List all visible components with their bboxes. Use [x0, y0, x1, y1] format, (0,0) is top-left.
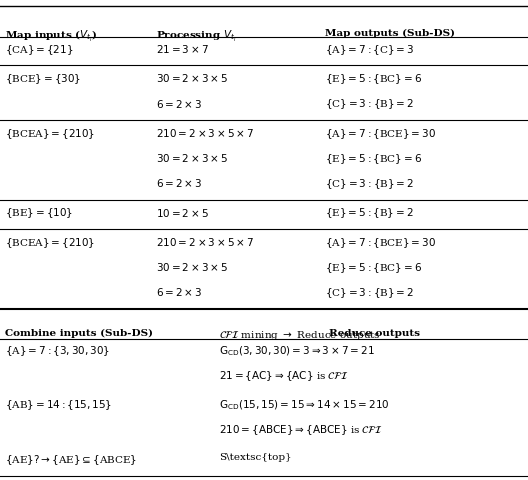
Text: $6 = 2 \times 3$: $6 = 2 \times 3$ [156, 97, 202, 109]
Text: Map inputs ($V_{t_i}$): Map inputs ($V_{t_i}$) [5, 28, 98, 44]
Text: $\{$C$\} = 3 : \{$B$\} = 2$: $\{$C$\} = 3 : \{$B$\} = 2$ [325, 97, 414, 111]
Text: Reduce outputs: Reduce outputs [329, 328, 420, 337]
Text: $\{$BCEA$\} = \{210\}$: $\{$BCEA$\} = \{210\}$ [5, 236, 96, 250]
Text: $\{$E$\} = 5 : \{$BC$\} = 6$: $\{$E$\} = 5 : \{$BC$\} = 6$ [325, 72, 422, 86]
Text: $210 = 2 \times 3 \times 5 \times 7$: $210 = 2 \times 3 \times 5 \times 7$ [156, 236, 254, 248]
Text: $30 = 2 \times 3 \times 5$: $30 = 2 \times 3 \times 5$ [156, 261, 228, 273]
Text: S\textsc{top}: S\textsc{top} [219, 452, 292, 461]
Text: $\{$A$\} = 7 : \{$BCE$\} = 30$: $\{$A$\} = 7 : \{$BCE$\} = 30$ [325, 127, 436, 141]
Text: $210 = 2 \times 3 \times 5 \times 7$: $210 = 2 \times 3 \times 5 \times 7$ [156, 127, 254, 139]
Text: $\text{G}_{\text{CD}}(15, 15) = 15 \Rightarrow 14 \times 15 = 210$: $\text{G}_{\text{CD}}(15, 15) = 15 \Righ… [219, 398, 390, 411]
Text: $6 = 2 \times 3$: $6 = 2 \times 3$ [156, 177, 202, 189]
Text: $\{$BCE$\} = \{30\}$: $\{$BCE$\} = \{30\}$ [5, 72, 81, 86]
Text: $\{$AE$\} ? \rightarrow \{$AE$\} \subseteq \{$ABCE$\}$: $\{$AE$\} ? \rightarrow \{$AE$\} \subset… [5, 452, 137, 466]
Text: $210 = \{\text{ABCE}\} \Rightarrow \{\text{ABCE}\}$ is $\mathcal{CFI}$: $210 = \{\text{ABCE}\} \Rightarrow \{\te… [219, 423, 383, 437]
Text: $\{$A$\} = 7 : \{3, 30, 30\}$: $\{$A$\} = 7 : \{3, 30, 30\}$ [5, 343, 110, 357]
Text: $\{$E$\} = 5 : \{$BC$\} = 6$: $\{$E$\} = 5 : \{$BC$\} = 6$ [325, 261, 422, 275]
Text: $\{$CA$\} = \{21\}$: $\{$CA$\} = \{21\}$ [5, 43, 74, 57]
Text: Combine inputs (Sub-DS): Combine inputs (Sub-DS) [5, 328, 153, 337]
Text: $\{$C$\} = 3 : \{$B$\} = 2$: $\{$C$\} = 3 : \{$B$\} = 2$ [325, 177, 414, 191]
Text: $\text{G}_{\text{CD}}(3, 30, 30) = 3 \Rightarrow 3 \times 7 = 21$: $\text{G}_{\text{CD}}(3, 30, 30) = 3 \Ri… [219, 343, 375, 357]
Text: $\{$A$\} = 7 : \{$BCE$\} = 30$: $\{$A$\} = 7 : \{$BCE$\} = 30$ [325, 236, 436, 250]
Text: $\mathcal{CFI}$ mining $\rightarrow$ Reduce outputs: $\mathcal{CFI}$ mining $\rightarrow$ Red… [219, 328, 381, 341]
Text: $10 = 2 \times 5$: $10 = 2 \times 5$ [156, 206, 209, 218]
Text: Processing $V_{t_i}$: Processing $V_{t_i}$ [156, 28, 236, 44]
Text: $\{$E$\} = 5 : \{$BC$\} = 6$: $\{$E$\} = 5 : \{$BC$\} = 6$ [325, 152, 422, 166]
Text: $21 = 3 \times 7$: $21 = 3 \times 7$ [156, 43, 209, 55]
Text: $\{$A$\} = 7 : \{$C$\} = 3$: $\{$A$\} = 7 : \{$C$\} = 3$ [325, 43, 414, 57]
Text: $\{$C$\} = 3 : \{$B$\} = 2$: $\{$C$\} = 3 : \{$B$\} = 2$ [325, 286, 414, 300]
Text: $\{$AB$\} = 14 : \{15, 15\}$: $\{$AB$\} = 14 : \{15, 15\}$ [5, 398, 112, 412]
Text: $\{$BCEA$\} = \{210\}$: $\{$BCEA$\} = \{210\}$ [5, 127, 96, 141]
Text: Map outputs (Sub-DS): Map outputs (Sub-DS) [325, 28, 455, 37]
Text: $30 = 2 \times 3 \times 5$: $30 = 2 \times 3 \times 5$ [156, 152, 228, 164]
Text: $30 = 2 \times 3 \times 5$: $30 = 2 \times 3 \times 5$ [156, 72, 228, 84]
Text: $\{$E$\} = 5 : \{$B$\} = 2$: $\{$E$\} = 5 : \{$B$\} = 2$ [325, 206, 413, 220]
Text: $6 = 2 \times 3$: $6 = 2 \times 3$ [156, 286, 202, 298]
Text: $21 = \{\text{AC}\} \Rightarrow \{\text{AC}\}$ is $\mathcal{CFI}$: $21 = \{\text{AC}\} \Rightarrow \{\text{… [219, 368, 349, 382]
Text: $\{$BE$\} = \{10\}$: $\{$BE$\} = \{10\}$ [5, 206, 73, 220]
